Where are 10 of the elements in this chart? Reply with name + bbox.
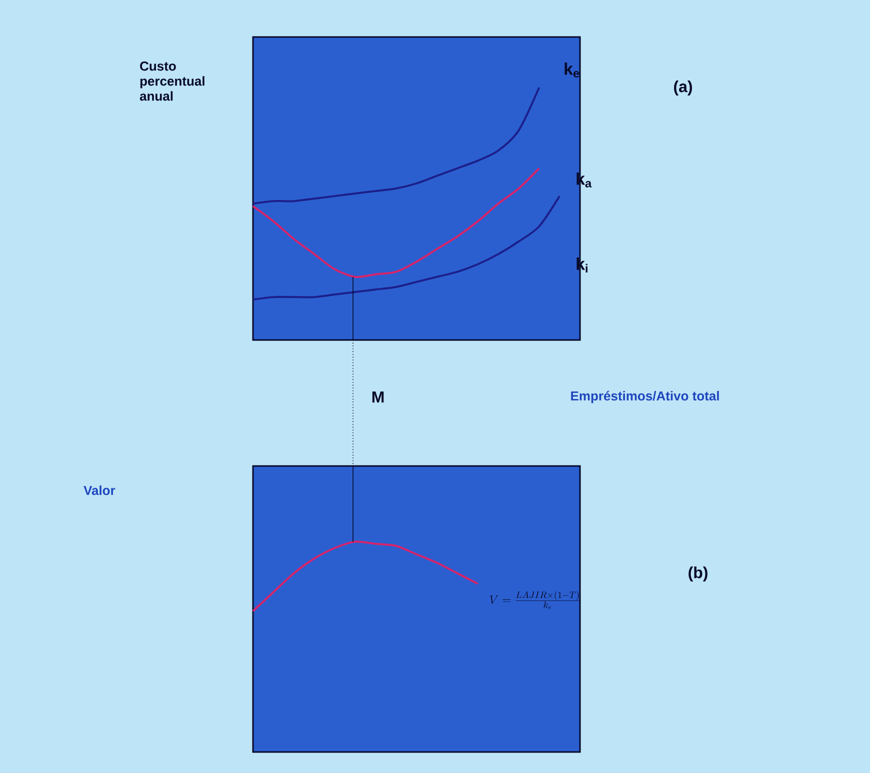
text: k$_{i}$ <box>576 258 588 272</box>
text: k$_{a}$ <box>576 172 592 188</box>
text: (b) <box>688 566 708 582</box>
annotation: $V=\frac{LAJIR\times(1-T)}{k_e}$ <box>490 591 580 609</box>
y-axis-title: Valor <box>84 486 116 496</box>
x-axis-title: Empréstimos/Ativo total <box>571 390 719 404</box>
text: M <box>372 391 384 402</box>
series-label: k$_{e}$ <box>564 62 580 78</box>
text: (a) <box>674 80 692 96</box>
y-axis-title: Custo percentual anual <box>140 62 204 101</box>
